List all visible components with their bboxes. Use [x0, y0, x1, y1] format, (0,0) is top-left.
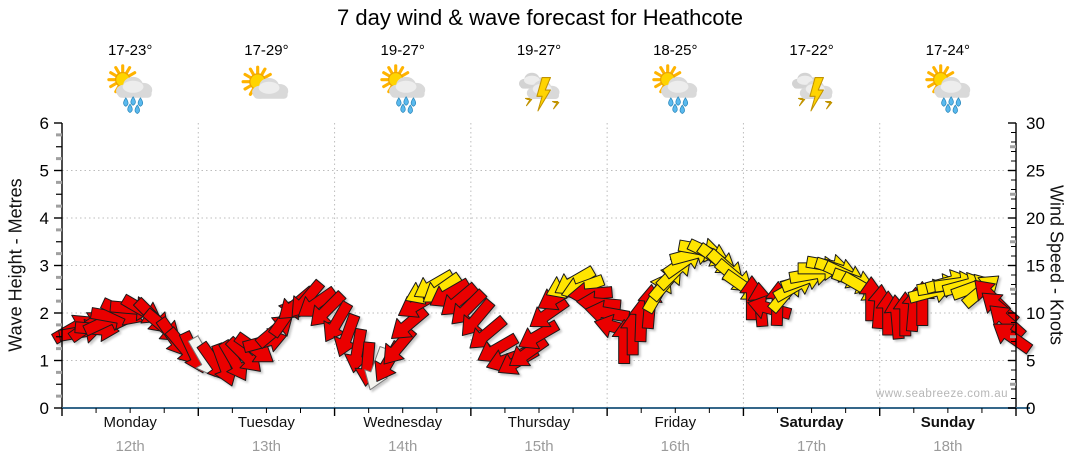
- wave-tick-label: 1: [40, 352, 49, 371]
- wave-tick-label: 3: [40, 257, 49, 276]
- day-name-label: Saturday: [779, 414, 844, 431]
- watermark: www.seabreeze.com.au: [875, 388, 1008, 400]
- day-date-label: 12th: [115, 438, 145, 455]
- day-name-label: Monday: [103, 414, 157, 431]
- wind-arrow: [992, 323, 1034, 355]
- knot-tick-label: 20: [1026, 209, 1045, 228]
- day-date-label: 15th: [524, 438, 554, 455]
- temp-range: 19-27°: [516, 42, 562, 59]
- wind-arrow: [461, 297, 496, 337]
- day-date-label: 16th: [660, 438, 690, 455]
- day-name-label: Tuesday: [237, 414, 295, 431]
- day-date-label: 13th: [251, 438, 282, 455]
- knot-tick-label: 0: [1026, 399, 1035, 418]
- storm-icon: [791, 72, 833, 112]
- chart-title: 7 day wind & wave forecast for Heathcote: [337, 5, 743, 30]
- day-forecast-saturday: 17-22°: [743, 42, 880, 115]
- wind-arrow-series: [51, 237, 1034, 391]
- temp-range: 17-23°: [107, 42, 153, 59]
- knot-tick-label: 10: [1026, 304, 1045, 323]
- day-forecast-thursday: 19-27°: [471, 42, 608, 115]
- temp-range: 18-25°: [653, 42, 698, 59]
- wind-arrow: [451, 288, 488, 325]
- sun-cloud-rain-icon: [379, 64, 425, 114]
- sun-cloud-rain-icon: [107, 64, 153, 114]
- day-date-label: 18th: [933, 438, 963, 455]
- day-name-label: Sunday: [920, 414, 975, 431]
- storm-icon: [519, 72, 560, 112]
- temp-range: 17-22°: [789, 42, 834, 59]
- wave-tick-label: 2: [40, 304, 49, 323]
- day-name-label: Friday: [654, 414, 697, 431]
- knot-tick-label: 25: [1026, 162, 1045, 181]
- sun-cloud-rain-icon: [652, 64, 698, 114]
- temp-range: 17-29°: [244, 42, 289, 59]
- wave-tick-label: 4: [40, 209, 49, 228]
- sun-cloud-rain-icon: [925, 64, 971, 114]
- day-forecast-wednesday: 19-27°: [334, 42, 471, 115]
- wind-arrow: [218, 339, 248, 381]
- day-forecast-monday: 17-23°: [62, 42, 199, 115]
- knot-tick-label: 5: [1026, 352, 1035, 371]
- temp-range: 17-24°: [925, 42, 971, 59]
- day-forecast-sunday: 17-24°: [879, 42, 1016, 115]
- temp-range: 19-27°: [380, 42, 425, 59]
- wind-arrow: [989, 305, 1027, 340]
- wave-tick-label: 0: [40, 399, 49, 418]
- wind-arrow: [584, 299, 631, 325]
- knot-tick-label: 30: [1026, 114, 1045, 133]
- wave-tick-label: 6: [40, 114, 49, 133]
- day-date-label: 17th: [796, 438, 827, 455]
- wind-arrow: [310, 290, 347, 327]
- day-date-label: 14th: [388, 438, 418, 455]
- wind-arrow: [518, 319, 561, 350]
- axes: 0 1 2 3 4 5 6 0 5 10 15 20 25 30: [40, 114, 1045, 418]
- wave-tick-label: 5: [40, 162, 49, 181]
- wind-arrow: [323, 300, 354, 343]
- day-forecast-tuesday: 17-29°: [198, 42, 335, 115]
- knot-tick-label: 15: [1026, 257, 1045, 276]
- day-name-label: Thursday: [507, 414, 571, 431]
- sun-cloud-icon: [241, 65, 289, 99]
- day-name-label: Wednesday: [363, 414, 443, 431]
- day-forecast-friday: 18-25°: [607, 42, 744, 115]
